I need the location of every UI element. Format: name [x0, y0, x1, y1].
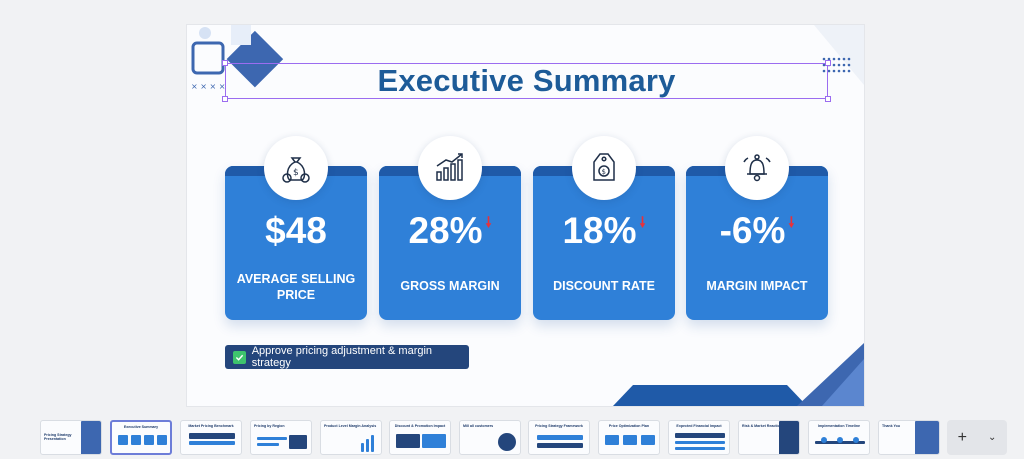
kpi-value: 28% 🠗 [408, 210, 492, 251]
resize-handle[interactable] [222, 60, 228, 66]
chevron-down-icon[interactable]: ⌄ [988, 432, 997, 443]
down-arrow-icon: 🠗 [639, 214, 646, 230]
slide-canvas[interactable]: × × × × Executive Summary $ [187, 25, 864, 406]
slide-thumbnail[interactable]: Thank You [878, 420, 940, 455]
resize-handle[interactable] [825, 60, 831, 66]
bar-chart-growth-icon [418, 136, 482, 200]
slide-thumbnail[interactable]: Expected Financial Impact [668, 420, 730, 455]
approve-strategy-text: Approve pricing adjustment & margin stra… [251, 345, 433, 369]
add-slide-button[interactable]: + ⌄ [947, 420, 1007, 455]
title-text-box[interactable]: Executive Summary [222, 60, 831, 102]
kpi-value: $48 [265, 210, 327, 251]
kpi-card-discount-rate[interactable]: $ 18% 🠗 DISCOUNT RATE [533, 136, 675, 320]
kpi-label: MARGIN IMPACT [706, 279, 808, 293]
price-tag-icon: $ [572, 136, 636, 200]
kpi-card-margin-impact[interactable]: -6% 🠗 MARGIN IMPACT [686, 136, 828, 320]
kpi-label: DISCOUNT RATE [553, 279, 655, 293]
svg-text:× × × ×: × × × × [191, 82, 225, 91]
kpi-label: AVERAGE SELLING PRICE [236, 272, 356, 302]
slide-thumbnail[interactable]: Pricing Strategy Presentation [40, 420, 102, 455]
slide-thumbnail[interactable]: Market Pricing Benchmark [180, 420, 242, 455]
bell-alert-icon [725, 136, 789, 200]
kpi-card-gross-margin[interactable]: 28% 🠗 GROSS MARGIN [379, 136, 521, 320]
slide-thumbnail[interactable]: Discount & Promotion Impact [389, 420, 451, 455]
down-arrow-icon: 🠗 [485, 214, 492, 230]
corner-decoration-bottom-right [613, 343, 864, 406]
kpi-label: GROSS MARGIN [400, 279, 500, 293]
resize-handle[interactable] [222, 96, 228, 102]
corner-decoration-top-left: × × × × [191, 25, 284, 91]
slide-thumbnail[interactable]: Price Optimization Plan [598, 420, 660, 455]
slide-thumbnail-active[interactable]: Executive Summary [110, 420, 172, 455]
slide-title[interactable]: Executive Summary [377, 63, 676, 98]
slide-thumbnail[interactable]: Risk & Market Reaction [738, 420, 800, 455]
svg-text:$: $ [293, 168, 299, 178]
slide-thumbnail[interactable]: Pricing Strategy Framework [528, 420, 590, 455]
down-arrow-icon: 🠗 [788, 214, 795, 230]
money-bag-icon: $ [264, 136, 328, 200]
kpi-value: 18% 🠗 [562, 210, 646, 251]
slide-thumbnail[interactable]: Product Level Margin Analysis [320, 420, 382, 455]
approve-strategy-tag[interactable]: Approve pricing adjustment & margin stra… [225, 345, 469, 369]
kpi-card-average-selling-price[interactable]: $ $48 AVERAGE SELLING PRICE [225, 136, 367, 320]
slide-thumbnail[interactable]: Mill all customers [459, 420, 521, 455]
svg-text:$: $ [602, 168, 606, 176]
slide-thumbnail[interactable]: Pricing by Region [250, 420, 312, 455]
corner-decoration-top-right [814, 25, 864, 85]
plus-icon[interactable]: + [957, 428, 967, 446]
slide-thumbnail[interactable]: Implementation Timeline [808, 420, 870, 455]
kpi-value: -6% 🠗 [719, 210, 795, 251]
checkbox-checked-icon [233, 350, 246, 364]
slide-filmstrip: Pricing Strategy Presentation Executive … [0, 412, 1024, 459]
resize-handle[interactable] [825, 96, 831, 102]
